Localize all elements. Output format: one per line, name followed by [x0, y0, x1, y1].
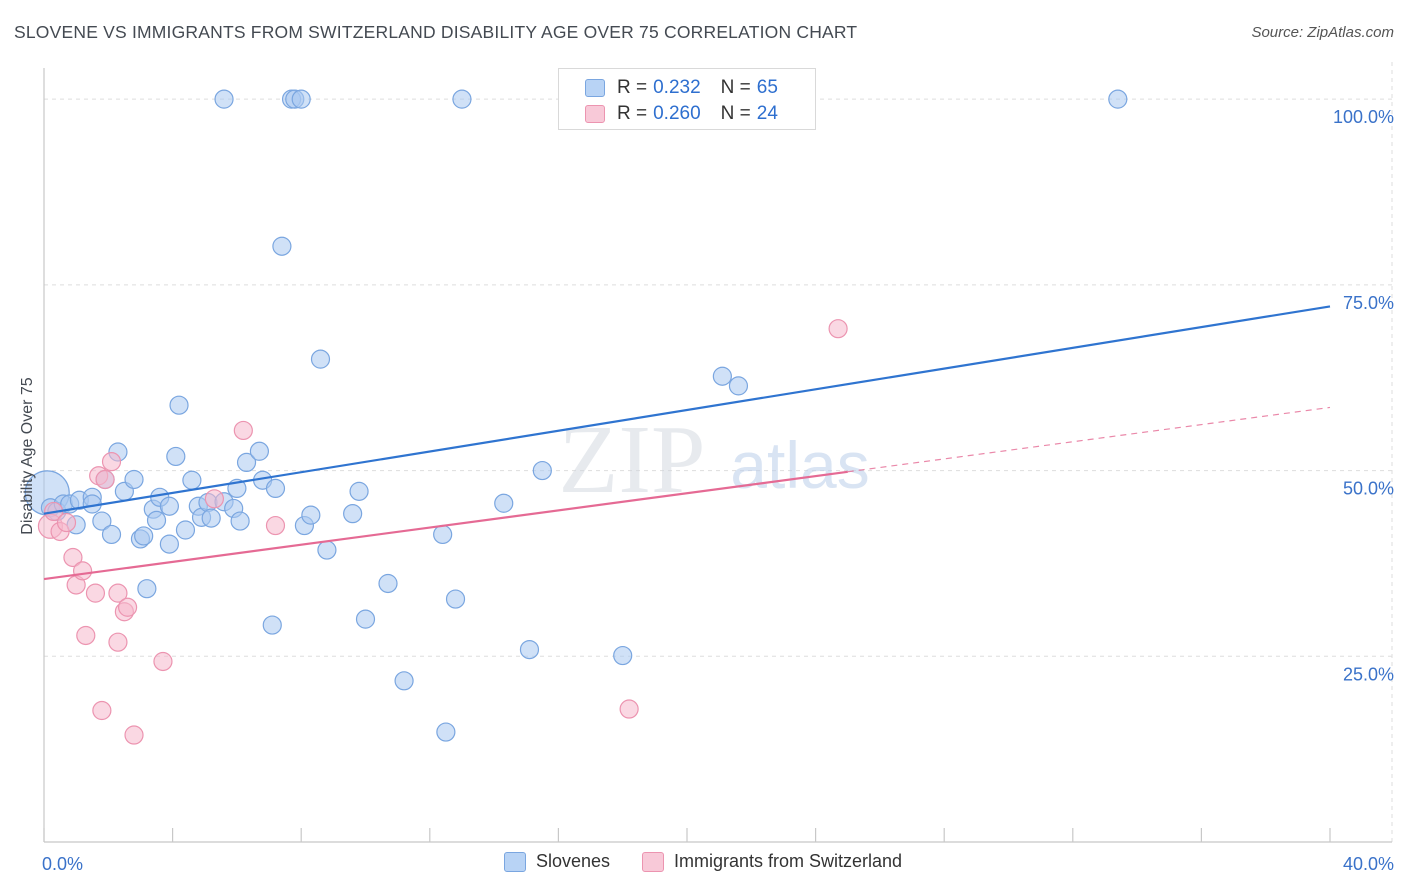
swiss-point: [265, 515, 286, 536]
slovenes-point: [146, 510, 167, 530]
slovenes-swatch: [585, 79, 605, 97]
slovenes-point: [433, 524, 453, 545]
slovenes-point: [291, 89, 311, 109]
r-label: R =: [617, 77, 648, 98]
swiss-point: [76, 625, 96, 646]
y-tick-label: 25.0%: [1343, 664, 1394, 684]
swiss-point: [85, 583, 106, 603]
n-value: 65: [756, 77, 778, 98]
swiss-point: [828, 319, 848, 339]
swiss-point: [108, 583, 128, 603]
swiss-trend-line: [43, 470, 848, 581]
r-value: 0.260: [653, 103, 701, 124]
legend-item-slovenes: Slovenes: [503, 851, 610, 872]
swiss-legend-swatch: [642, 851, 664, 872]
stats-legend: R = 0.232 N = 65 R = 0.260 N = 24: [558, 68, 816, 130]
stats-legend-row-swiss: R = 0.260 N = 24: [585, 102, 778, 126]
swiss-point: [153, 651, 173, 672]
n-value: 24: [756, 103, 778, 124]
swiss-point: [619, 699, 639, 719]
source-credit: Source: ZipAtlas.com: [1251, 24, 1394, 41]
slovenes-point: [394, 671, 414, 691]
swiss-trend-line-extension: [847, 406, 1331, 473]
slovenes-trend-line: [43, 305, 1331, 515]
slovenes-point: [343, 504, 363, 524]
swiss-point: [72, 561, 93, 581]
stats-legend-row-slovenes: R = 0.232 N = 65: [585, 76, 778, 100]
swiss-point: [101, 452, 122, 472]
y-tick-label: 100.0%: [1333, 107, 1394, 127]
swiss-point: [124, 725, 144, 745]
swiss-point: [95, 469, 115, 490]
swiss-point: [63, 547, 83, 568]
slovenes-point: [134, 526, 154, 546]
slovenes-point: [301, 505, 321, 525]
swiss-point: [204, 489, 224, 509]
swiss-point: [117, 597, 138, 617]
slovenes-point: [445, 589, 466, 609]
slovenes-point: [378, 573, 398, 594]
slovenes-point: [159, 496, 179, 516]
slovenes-point: [272, 236, 292, 256]
slovenes-point: [182, 470, 202, 490]
slovenes-point: [262, 615, 282, 635]
slovenes-point: [1108, 89, 1128, 109]
swiss-legend-label: Immigrants from Switzerland: [674, 851, 903, 871]
slovenes-point: [317, 540, 337, 560]
slovenes-legend-label: Slovenes: [535, 851, 610, 871]
swiss-point: [108, 632, 128, 652]
swiss-point: [92, 700, 112, 721]
slovenes-point: [214, 89, 234, 109]
slovenes-point: [169, 395, 189, 415]
watermark-atlas: atlas: [730, 428, 869, 502]
slovenes-point: [452, 89, 472, 109]
legend-item-swiss: Immigrants from Switzerland: [642, 851, 902, 872]
watermark-zip: ZIP: [559, 406, 706, 514]
swiss-swatch: [585, 105, 605, 123]
n-label: N =: [720, 77, 751, 98]
n-label: N =: [720, 103, 751, 124]
swiss-point: [56, 512, 77, 533]
slovenes-point: [494, 493, 514, 513]
slovenes-point: [310, 349, 331, 369]
x-tick-label: 40.0%: [1343, 854, 1394, 874]
slovenes-point: [236, 452, 257, 472]
slovenes-point: [249, 441, 270, 461]
slovenes-point: [101, 524, 122, 545]
slovenes-point: [137, 579, 157, 599]
slovenes-point: [124, 469, 144, 490]
axes: [43, 68, 1392, 843]
series-legend: Slovenes Immigrants from Switzerland: [0, 851, 1406, 872]
slovenes-point: [175, 520, 196, 540]
slovenes-point: [265, 478, 286, 498]
r-label: R =: [617, 103, 648, 124]
slovenes-point: [519, 639, 540, 660]
slovenes-point: [355, 609, 376, 629]
watermark: ZIP atlas: [559, 406, 870, 514]
slovenes-point: [436, 722, 456, 742]
slovenes-point: [712, 366, 732, 386]
tick-labels: 25.0% 50.0% 75.0% 100.0% 0.0% 40.0%: [42, 107, 1394, 874]
slovenes-point: [92, 511, 112, 531]
slovenes-point: [613, 645, 633, 666]
y-tick-label: 75.0%: [1343, 293, 1394, 313]
slovenes-legend-swatch: [503, 851, 526, 872]
series-points: [24, 89, 1128, 745]
gridlines: [44, 62, 1393, 842]
trend-lines: [43, 305, 1331, 581]
swiss-point: [233, 420, 253, 441]
chart-title: SLOVENE VS IMMIGRANTS FROM SWITZERLAND D…: [14, 22, 858, 42]
slovenes-point: [349, 481, 369, 501]
slovenes-point: [230, 511, 250, 531]
slovenes-point: [532, 460, 552, 481]
r-value: 0.232: [653, 77, 701, 98]
slovenes-point: [166, 446, 186, 467]
slovenes-point: [728, 376, 749, 396]
y-tick-label: 50.0%: [1343, 479, 1394, 499]
y-axis-title: Disability Age Over 75: [19, 377, 36, 535]
slovenes-point: [201, 508, 221, 528]
x-tick-label: 0.0%: [42, 854, 83, 874]
slovenes-point: [159, 534, 179, 554]
